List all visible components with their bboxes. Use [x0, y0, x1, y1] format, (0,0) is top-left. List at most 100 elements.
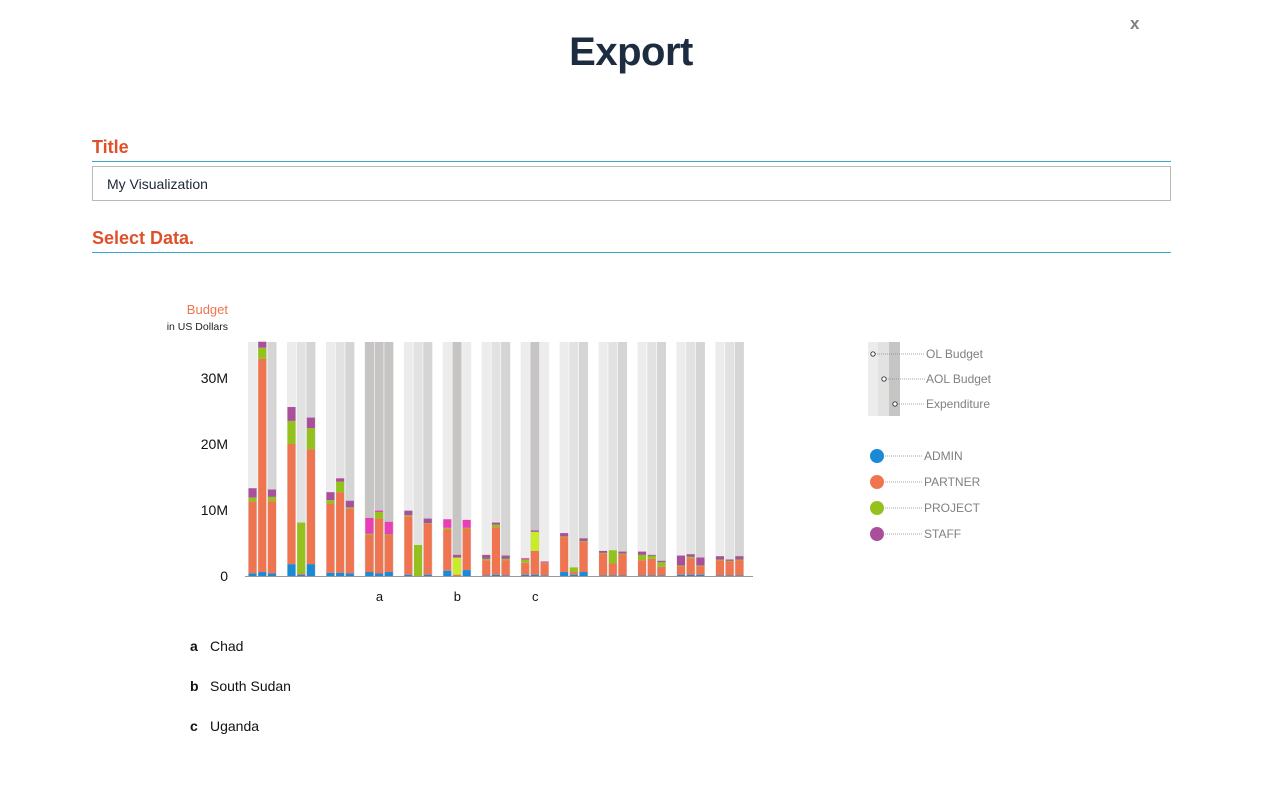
budget-column [725, 342, 735, 576]
bar-segment-partner [423, 523, 432, 575]
bar-segment-project [462, 527, 471, 529]
budget-column [345, 342, 355, 576]
bar-segment-project [676, 565, 686, 567]
budget-column [559, 342, 569, 576]
bar-segment-staff [365, 517, 374, 534]
bar-segment-staff [452, 554, 462, 558]
bar-segment-project [599, 552, 608, 554]
budget-column [452, 342, 462, 576]
bar-segment-admin [676, 574, 686, 576]
y-tick-label: 30M [201, 370, 228, 386]
bar-segment-staff [599, 550, 608, 553]
bar-segment-staff [345, 500, 354, 508]
bar-segment-partner [638, 560, 647, 576]
bar-segment-partner [306, 449, 315, 565]
bar-segment-partner [491, 527, 500, 575]
bar-segment-staff [462, 519, 471, 528]
budget-column [481, 342, 491, 576]
bar-segment-admin [345, 573, 354, 576]
page-title: Export [569, 30, 693, 74]
bar-segment-staff [521, 558, 530, 560]
bar-segment-staff [618, 551, 627, 554]
bar-segment-partner [297, 573, 306, 575]
budget-column [676, 342, 686, 576]
bar-segment-staff [287, 407, 296, 421]
budget-column [374, 342, 384, 576]
budget-column [267, 342, 277, 576]
bar-segment-admin [443, 570, 452, 576]
bar-segment-admin [560, 572, 569, 576]
bar-segment-project [326, 500, 335, 504]
bar-segment-partner [696, 566, 705, 575]
y-tick-label: 20M [201, 436, 228, 452]
bar-segment-partner [404, 516, 413, 575]
budget-column [715, 342, 725, 576]
bar-segment-project [306, 428, 315, 450]
bar-segment-project [297, 522, 306, 574]
bar-segment-staff [530, 530, 539, 532]
bar-segment-admin [540, 575, 549, 577]
y-tick-label: 10M [201, 502, 228, 518]
bar-segment-admin [336, 572, 345, 576]
budget-column [686, 342, 696, 576]
bar-segment-project [657, 562, 666, 567]
bar-segment-project [384, 534, 393, 536]
bar-segment-partner [462, 528, 471, 571]
bar-segment-admin [462, 570, 471, 576]
bar-segment-admin [404, 574, 413, 576]
bar-segment-admin [375, 573, 384, 576]
bar-segment-partner [540, 563, 549, 576]
budget-column [413, 342, 423, 576]
legend-label: Expenditure [926, 397, 990, 411]
close-button[interactable]: x [1130, 14, 1140, 33]
legend-color-dot [870, 449, 884, 463]
bar-segment-admin [365, 572, 374, 576]
bar-segment-project [618, 553, 627, 555]
bar-segment-staff [638, 551, 647, 555]
bar-segment-staff [696, 557, 705, 566]
bar-segment-staff [326, 492, 335, 501]
bar-segment-admin [608, 575, 617, 577]
budget-column [325, 342, 335, 576]
bar-segment-project [608, 550, 617, 564]
bar-segment-partner [258, 358, 267, 573]
budget-column [637, 342, 647, 576]
budget-column [501, 342, 511, 576]
bar-segment-project [423, 523, 432, 524]
bar-segment-project [375, 511, 384, 519]
budget-column [248, 342, 258, 576]
bar-segment-admin [715, 575, 724, 577]
bar-segment-admin [686, 574, 695, 576]
budget-column [296, 342, 306, 576]
bar-segment-project [267, 496, 276, 502]
bar-segment-admin [647, 575, 656, 577]
budget-column [384, 342, 394, 576]
bar-segment-staff [647, 554, 656, 556]
bar-segment-project [258, 347, 267, 359]
country-key-name: Chad [210, 638, 244, 654]
bar-segment-project [336, 481, 345, 493]
bar-segment-partner [365, 535, 374, 573]
budget-column [491, 342, 501, 576]
legend-dot [870, 351, 876, 357]
bar-segment-partner [287, 444, 296, 565]
bar-segment-project [345, 507, 354, 509]
bar-segment-admin [258, 572, 267, 576]
budget-column [403, 342, 413, 576]
bar-segment-partner [452, 574, 462, 576]
bar-segment-project [540, 562, 549, 564]
bar-segment-partner [725, 561, 734, 576]
bar-segment-admin [482, 575, 491, 577]
budget-column [569, 342, 579, 576]
bar-segment-partner [599, 553, 608, 576]
bar-segment-project [560, 536, 569, 538]
bar-segment-partner [686, 558, 695, 575]
bar-segment-partner [569, 572, 578, 575]
bar-segment-project [491, 524, 500, 528]
bar-segment-staff [501, 555, 510, 559]
group-marker-label: c [532, 589, 539, 604]
bar-segment-staff [725, 559, 734, 561]
bar-segment-partner [443, 529, 452, 571]
title-input[interactable] [92, 166, 1171, 201]
